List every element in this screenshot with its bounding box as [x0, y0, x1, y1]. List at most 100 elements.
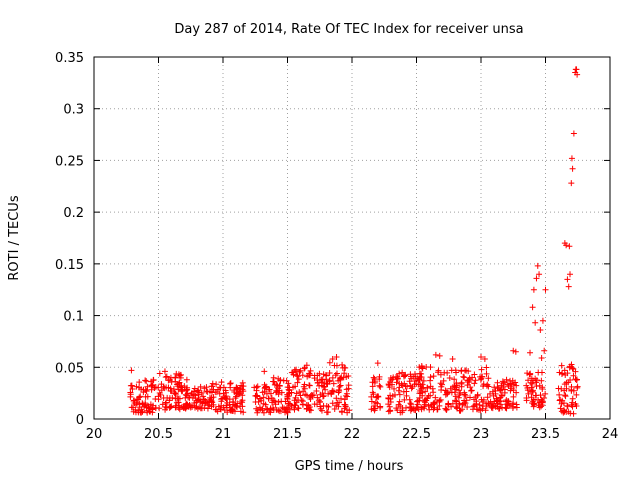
data-point — [227, 384, 234, 391]
data-point — [513, 404, 520, 411]
data-point — [136, 404, 143, 411]
data-point — [218, 402, 225, 409]
data-point — [213, 389, 220, 396]
data-point — [414, 401, 421, 408]
data-point — [468, 387, 475, 394]
data-point — [254, 383, 261, 390]
data-point — [145, 404, 152, 411]
data-point — [372, 378, 379, 385]
data-point — [155, 384, 162, 391]
data-point — [326, 377, 333, 384]
data-point — [454, 405, 460, 412]
data-point — [387, 408, 394, 415]
data-point — [416, 394, 423, 401]
data-point — [275, 398, 282, 405]
data-point — [197, 383, 204, 390]
data-point — [387, 399, 394, 406]
data-point — [539, 317, 546, 324]
data-point — [464, 404, 471, 411]
data-point — [425, 392, 432, 399]
data-point — [344, 406, 351, 413]
data-point — [198, 389, 205, 396]
x-axis-label: GPS time / hours — [295, 459, 404, 474]
data-point — [218, 379, 225, 386]
data-point — [303, 392, 310, 399]
data-point — [229, 399, 236, 406]
data-point — [270, 378, 277, 385]
data-point — [320, 392, 327, 399]
data-point — [183, 376, 190, 383]
data-point — [436, 352, 443, 359]
data-point — [174, 383, 181, 390]
data-point — [174, 395, 181, 402]
data-point — [330, 380, 337, 387]
data-point — [407, 400, 414, 407]
data-point — [135, 396, 142, 403]
x-tick-label: 21 — [215, 427, 232, 442]
data-point — [289, 369, 296, 376]
data-point — [558, 370, 565, 377]
data-point — [144, 383, 151, 390]
data-point — [172, 391, 179, 398]
data-point — [209, 399, 216, 406]
data-point — [156, 405, 163, 412]
data-point — [208, 383, 215, 390]
data-point — [292, 394, 299, 401]
data-point — [507, 383, 514, 390]
data-point — [532, 319, 539, 326]
data-point — [507, 377, 514, 384]
data-point — [533, 379, 540, 386]
data-point — [326, 359, 333, 366]
data-point — [336, 399, 343, 406]
data-point — [224, 399, 231, 406]
data-point — [402, 372, 409, 379]
data-point — [419, 381, 426, 388]
data-point — [393, 379, 400, 386]
data-point — [282, 409, 289, 416]
data-point — [492, 390, 499, 397]
data-point — [479, 373, 486, 380]
x-tick-label: 22.5 — [402, 427, 431, 442]
data-point — [197, 405, 204, 412]
data-point — [265, 395, 272, 402]
y-tick-label: 0.15 — [55, 258, 84, 273]
data-point — [406, 396, 413, 403]
data-point — [284, 384, 291, 391]
data-point — [510, 347, 517, 354]
data-point — [232, 395, 239, 402]
data-point — [452, 367, 459, 374]
data-point — [501, 389, 508, 396]
data-point — [263, 390, 270, 397]
data-point — [393, 405, 400, 412]
data-point — [487, 398, 494, 405]
data-point — [458, 368, 465, 375]
data-point — [538, 403, 545, 410]
data-point — [420, 384, 427, 391]
data-point — [389, 393, 396, 400]
data-point — [422, 401, 429, 408]
data-point — [215, 386, 222, 393]
data-point — [325, 390, 332, 397]
data-point — [568, 387, 575, 394]
data-point — [173, 404, 180, 411]
data-point — [408, 385, 415, 392]
data-point — [412, 407, 419, 414]
data-point — [181, 383, 188, 390]
data-point — [417, 373, 424, 380]
data-point — [269, 399, 276, 406]
data-point — [374, 400, 381, 407]
data-point — [406, 404, 413, 411]
data-point — [536, 404, 543, 411]
data-point — [510, 387, 517, 394]
data-point — [333, 395, 340, 402]
data-point — [128, 404, 135, 411]
data-point — [396, 398, 403, 405]
data-point — [479, 399, 486, 406]
data-point — [159, 401, 166, 408]
data-point — [498, 392, 505, 399]
data-point — [496, 405, 503, 412]
data-point — [525, 377, 532, 384]
data-point — [291, 406, 298, 413]
data-point — [483, 370, 490, 377]
data-point — [179, 403, 186, 410]
